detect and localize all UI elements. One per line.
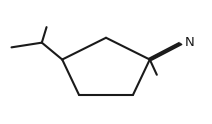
Text: N: N: [185, 36, 194, 49]
